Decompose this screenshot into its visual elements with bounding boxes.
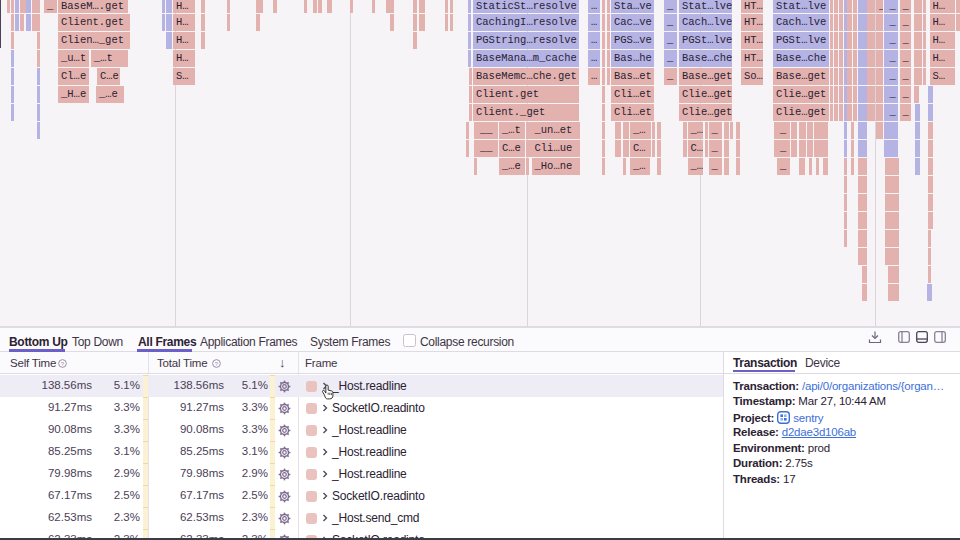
svg-text:?: ? xyxy=(215,361,219,367)
svg-text:?: ? xyxy=(61,361,65,367)
